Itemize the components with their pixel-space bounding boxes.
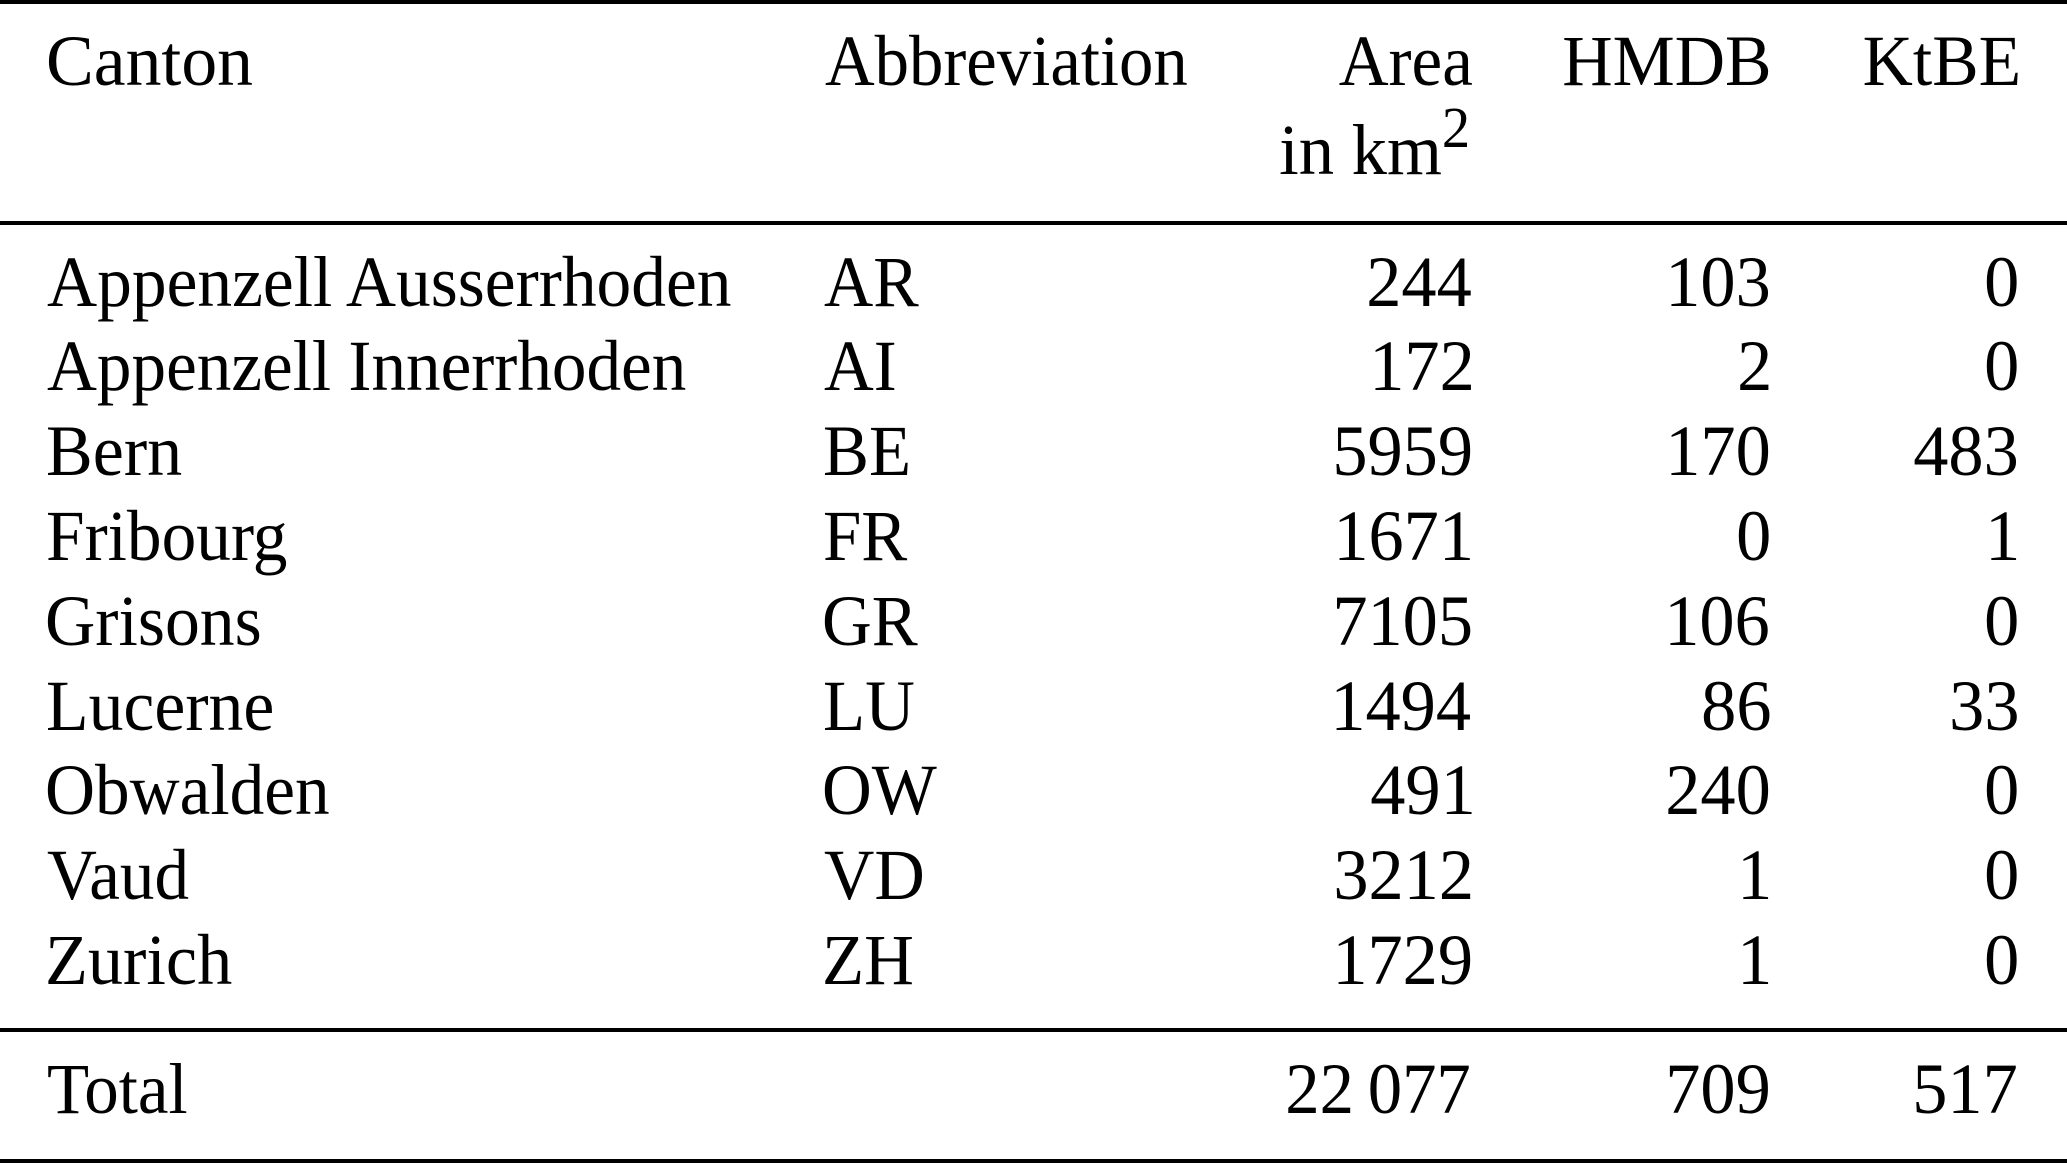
header-area-line2: in km2	[1279, 98, 1470, 185]
top-rule	[0, 0, 2067, 4]
header-area-unit: in km	[1279, 109, 1443, 191]
bottom-rule	[0, 1158, 2067, 1163]
header-area-superscript: 2	[1442, 94, 1471, 160]
header-rule	[0, 221, 2067, 226]
total-rule	[0, 1028, 2067, 1032]
